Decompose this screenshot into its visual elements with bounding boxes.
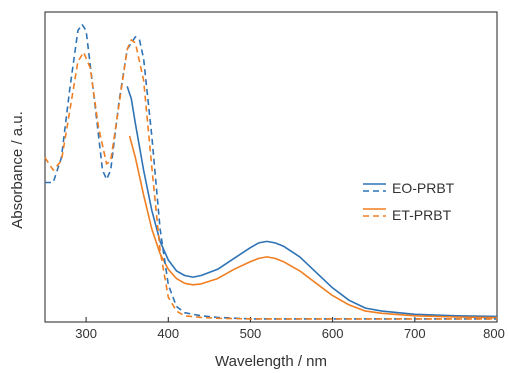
series-layer	[44, 23, 498, 320]
x-tick-label: 300	[75, 326, 97, 341]
plot-frame	[44, 11, 498, 323]
legend-label-et-prbt: ET-PRBT	[392, 207, 452, 223]
x-axis-title: Wavelength / nm	[215, 353, 327, 370]
x-tick-label: 500	[240, 326, 262, 341]
x-tick-label: 800	[483, 326, 505, 341]
series-line-eo-prbt-dashed	[45, 23, 497, 320]
series-line-eo-prbt-solid	[126, 86, 498, 318]
x-axis-ticks: 300 400 500 600 700 800	[75, 317, 505, 341]
x-tick-label: 400	[157, 326, 179, 341]
legend: EO-PRBT ET-PRBT	[363, 180, 455, 223]
x-tick-label: 700	[404, 326, 426, 341]
series-line-et-prbt-dashed	[44, 39, 497, 320]
x-tick-label: 600	[322, 326, 344, 341]
y-axis-title: Absorbance / a.u.	[9, 111, 26, 229]
legend-label-eo-prbt: EO-PRBT	[392, 180, 455, 196]
series-line-et-prbt-solid	[128, 135, 498, 319]
